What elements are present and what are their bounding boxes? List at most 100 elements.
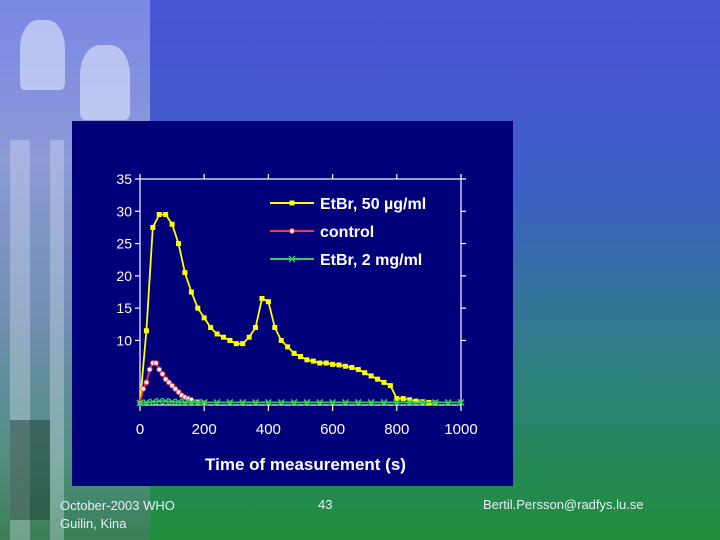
data-point — [187, 398, 195, 406]
data-point — [457, 398, 465, 406]
series-0 — [137, 212, 438, 406]
data-point — [406, 398, 414, 406]
data-point — [208, 325, 214, 331]
data-point — [285, 344, 291, 350]
x-axis-label: Time of measurement (s) — [205, 455, 406, 474]
data-point — [182, 270, 188, 276]
data-point — [349, 365, 355, 371]
data-point — [290, 398, 298, 406]
x-tick-label: 0 — [136, 421, 144, 438]
legend-entry: EtBr, 2 mg/ml — [270, 252, 422, 269]
data-point — [226, 398, 234, 406]
data-point — [400, 396, 406, 402]
legend-label: EtBr, 50 µg/ml — [320, 196, 426, 213]
data-point — [277, 398, 285, 406]
data-point — [354, 398, 362, 406]
y-tick-label: 30 — [116, 203, 132, 219]
data-point — [362, 370, 368, 376]
legend-entry: EtBr, 50 µg/ml — [270, 196, 426, 213]
series-line — [139, 213, 436, 404]
series-2 — [136, 397, 465, 407]
data-point — [289, 228, 295, 234]
series-1 — [137, 360, 208, 406]
plot-frame — [139, 178, 462, 406]
data-point — [201, 315, 207, 321]
data-point — [394, 396, 400, 402]
data-point — [336, 362, 342, 368]
data-point — [291, 350, 297, 356]
data-point — [323, 360, 329, 366]
data-point — [150, 224, 156, 230]
data-point — [341, 398, 349, 406]
line-chart: 10 15 20 25 30 35 0 200 400 600 800 1000 Time of mea… — [116, 171, 477, 474]
data-point — [195, 305, 201, 311]
data-point — [213, 398, 221, 406]
data-point — [381, 379, 387, 385]
data-point — [278, 337, 284, 343]
statue-right — [80, 45, 130, 120]
data-point — [188, 289, 194, 295]
footer-left: October-2003 WHO Guilin, Kina — [60, 497, 175, 533]
data-point — [298, 354, 303, 360]
y-tick-label: 10 — [116, 332, 132, 348]
data-point — [246, 334, 252, 340]
data-point — [355, 366, 361, 372]
data-point — [153, 360, 159, 366]
data-point — [149, 398, 157, 406]
data-point — [380, 398, 388, 406]
slide-number: 43 — [318, 497, 333, 512]
chart-panel: 10 15 20 25 30 35 0 200 400 600 800 1000 Time of mea… — [72, 121, 513, 486]
data-point — [264, 398, 272, 406]
data-point — [168, 398, 176, 406]
data-point — [303, 398, 311, 406]
data-point — [367, 398, 375, 406]
data-point — [239, 398, 247, 406]
data-point — [214, 331, 220, 337]
data-point — [136, 399, 144, 407]
x-tick-label: 400 — [256, 421, 281, 438]
data-point — [317, 360, 323, 366]
x-tick-label: 600 — [320, 421, 345, 438]
data-point — [393, 398, 401, 406]
data-point — [220, 334, 226, 340]
data-point — [227, 337, 233, 343]
data-point — [143, 328, 149, 334]
building-column — [50, 140, 64, 540]
data-point — [252, 398, 260, 406]
footer-location: Guilin, Kina — [60, 516, 127, 531]
y-tick-label: 20 — [116, 268, 132, 284]
data-point — [431, 398, 439, 406]
data-point — [155, 397, 163, 405]
footer-email: Bertil.Persson@radfys.lu.se — [483, 497, 644, 512]
data-point — [253, 325, 259, 331]
data-point — [200, 398, 208, 406]
data-point — [156, 212, 162, 218]
data-point — [413, 398, 419, 404]
data-point — [140, 385, 147, 392]
data-point — [163, 212, 169, 218]
legend-label: EtBr, 2 mg/ml — [320, 252, 422, 269]
data-point — [143, 379, 150, 386]
data-point — [329, 398, 337, 406]
statue-left — [20, 20, 65, 90]
data-point — [310, 358, 316, 364]
data-point — [418, 398, 427, 406]
data-point — [407, 397, 413, 403]
data-point — [304, 357, 310, 363]
data-point — [272, 325, 278, 331]
legend-label: control — [320, 224, 374, 241]
data-point — [142, 398, 150, 406]
data-point — [146, 366, 153, 373]
data-point — [156, 366, 163, 373]
data-point — [259, 295, 265, 301]
footer-date: October-2003 WHO — [60, 498, 175, 513]
x-tick-label: 800 — [384, 421, 409, 438]
y-tick-label: 35 — [116, 171, 132, 187]
legend-entry: control — [270, 224, 374, 241]
data-point — [240, 341, 246, 347]
y-tick-label: 25 — [116, 236, 132, 252]
data-point — [176, 241, 182, 247]
data-point — [181, 398, 189, 406]
x-tick-label: 1000 — [444, 421, 477, 438]
data-point — [375, 376, 381, 382]
